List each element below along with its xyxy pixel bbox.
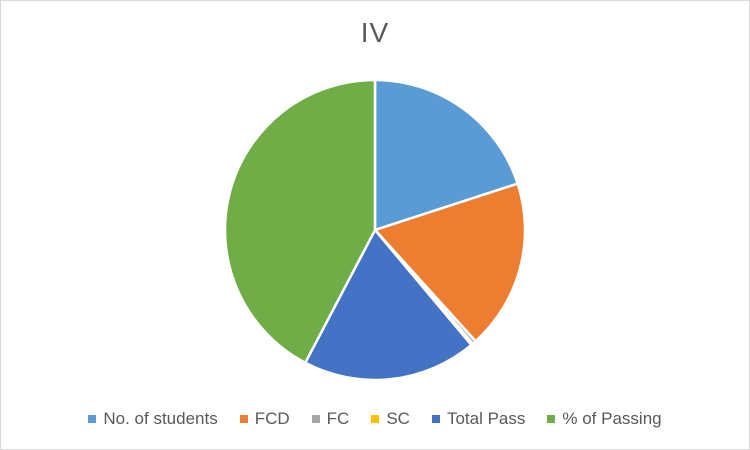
legend-item-no-of-students: No. of students	[88, 409, 218, 429]
legend-swatch	[371, 415, 380, 423]
legend-swatch	[88, 415, 97, 423]
legend-item-fcd: FCD	[239, 409, 290, 429]
legend-item-of-passing: % of Passing	[547, 409, 662, 429]
legend-label: % of Passing	[562, 409, 662, 428]
legend-item-fc: FC	[311, 409, 350, 429]
pie-slice-of-passing	[223, 78, 377, 365]
legend-label: No. of students	[103, 409, 218, 428]
legend-label: FCD	[254, 409, 290, 428]
pie-slice-total-pass	[303, 228, 473, 382]
legend-swatch	[431, 415, 440, 423]
legend-swatch	[239, 415, 248, 423]
legend-label: SC	[386, 409, 410, 428]
legend-label: FC	[326, 409, 350, 428]
legend-item-total-pass: Total Pass	[431, 409, 526, 429]
legend: No. of students FCD FC SC Total Pass % of Pas…	[1, 409, 749, 429]
pie-slice-no-of-students	[373, 78, 519, 232]
legend-swatch	[547, 415, 556, 423]
legend-swatch	[311, 415, 320, 423]
legend-label: Total Pass	[446, 409, 526, 428]
legend-item-sc: SC	[371, 409, 410, 429]
chart-title: IV	[360, 17, 390, 48]
pie-slices	[223, 78, 527, 382]
pie-slice-fcd	[373, 182, 527, 343]
